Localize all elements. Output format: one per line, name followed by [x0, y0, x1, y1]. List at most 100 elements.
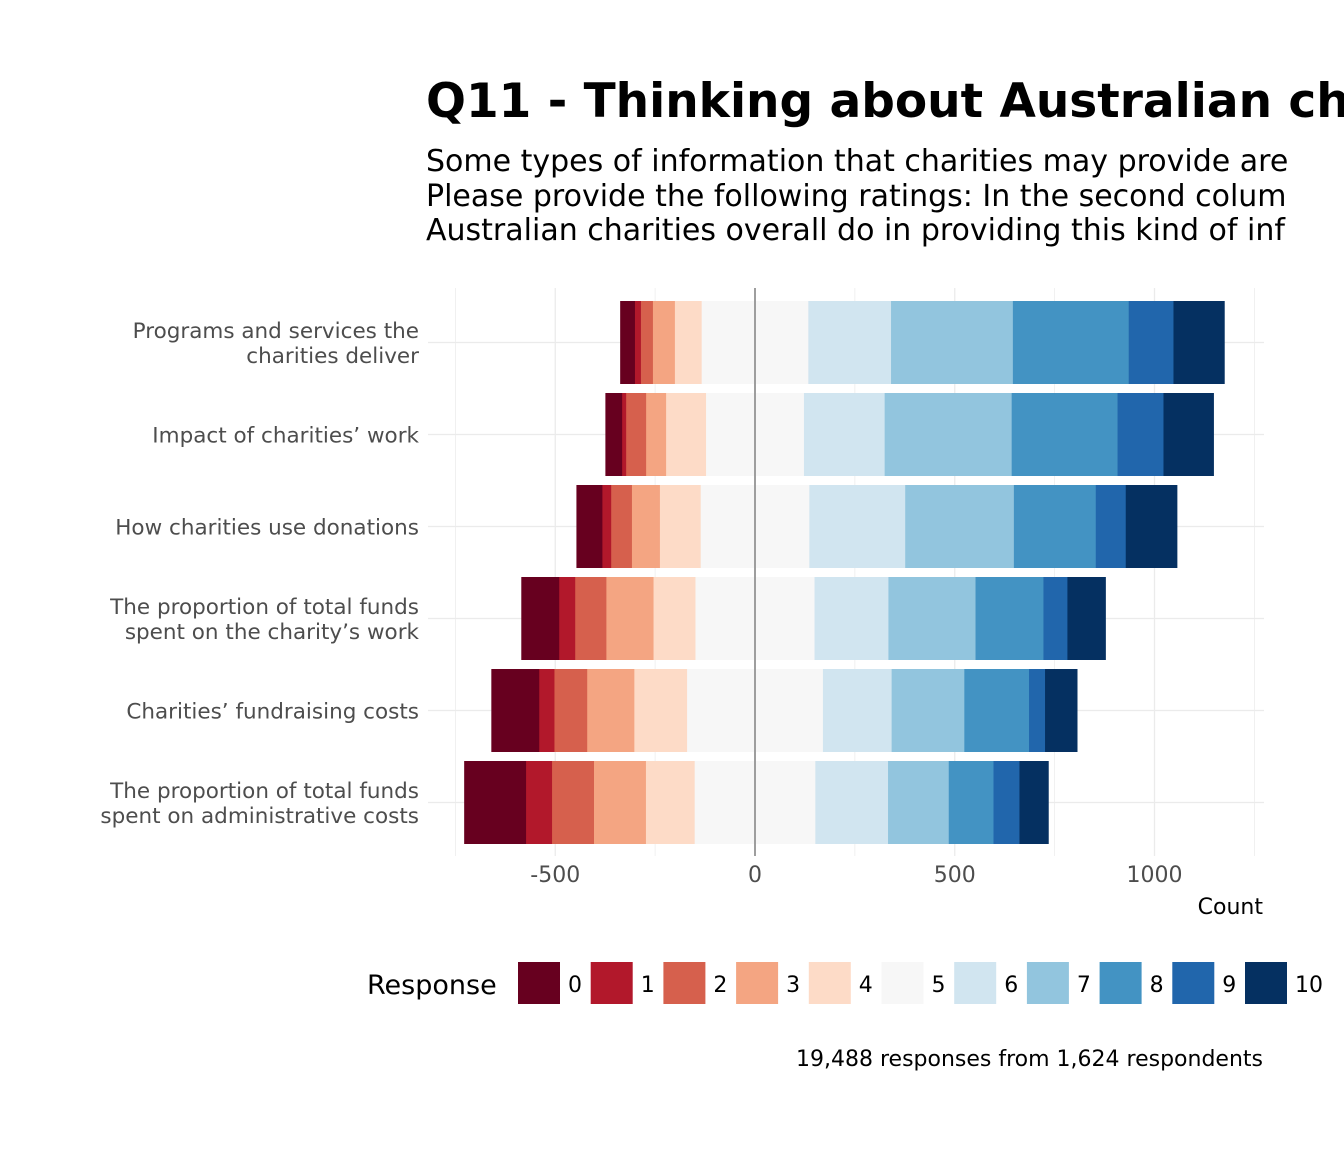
legend-label: 4	[859, 973, 873, 998]
bar-segment-4	[666, 393, 707, 476]
bar-segment-7	[884, 393, 1013, 476]
bar-segment-10	[1173, 301, 1225, 384]
y-axis-label: charities deliver	[246, 344, 419, 369]
bar-segment-0	[521, 577, 560, 660]
y-axis-label: The proportion of total funds	[109, 595, 419, 620]
bar-segment-10	[1045, 669, 1078, 752]
bar-segment-9	[993, 761, 1020, 844]
y-axis-label: Programs and services the	[133, 319, 419, 344]
bar-segment-2	[640, 301, 654, 384]
bar-segment-1	[634, 301, 642, 384]
legend-key-3	[736, 962, 779, 1004]
y-axis-label: Charities’ fundraising costs	[126, 700, 419, 725]
bar-segment-0	[464, 761, 527, 844]
legend-key-5	[881, 962, 924, 1004]
bar-segment-6	[822, 669, 893, 752]
legend-label: 9	[1222, 973, 1236, 998]
bar-segment-10	[1125, 485, 1178, 568]
chart-subtitle-line-1: Some types of information that charities…	[426, 144, 1288, 179]
bar-segment-3	[631, 485, 661, 568]
bar-segment-9	[1117, 393, 1164, 476]
bar-segment-9	[1128, 301, 1174, 384]
x-tick-label: 0	[748, 863, 762, 888]
legend-key-6	[954, 962, 997, 1004]
bar-segment-4	[645, 761, 696, 844]
bar-segment-1	[602, 485, 612, 568]
bar-segment-6	[809, 485, 906, 568]
chart-caption: 19,488 responses from 1,624 respondents	[796, 1047, 1263, 1072]
bar-segment-7	[905, 485, 1015, 568]
bar-segment-6	[814, 577, 889, 660]
bar-segment-9	[1095, 485, 1127, 568]
bar-segment-1	[526, 761, 553, 844]
bar-segment-7	[888, 761, 950, 844]
legend-key-0	[518, 962, 560, 1004]
legend: 0 1 2 3 4 5 6 7 8 9 10	[518, 962, 1323, 1004]
bar-segment-0	[605, 393, 623, 476]
bar-segment-1	[559, 577, 576, 660]
bar-segment-3	[652, 301, 676, 384]
bar-segment-9	[1043, 577, 1068, 660]
x-tick-label: -500	[530, 863, 580, 888]
bar-segment-4	[659, 485, 702, 568]
legend-label: 10	[1295, 973, 1323, 998]
legend-key-2	[663, 962, 706, 1004]
bar-segment-2	[626, 393, 647, 476]
bar-segment-8	[1012, 301, 1130, 384]
bar-segment-9	[1029, 669, 1046, 752]
legend-label: 1	[641, 973, 655, 998]
bar-segment-3	[594, 761, 647, 844]
bar-segment-6	[803, 393, 886, 476]
bar-segment-1	[539, 669, 555, 752]
bar-segment-6	[815, 761, 889, 844]
bar-segment-10	[1163, 393, 1214, 476]
legend-label: 8	[1150, 973, 1164, 998]
y-axis-label: Impact of charities’ work	[152, 424, 419, 449]
bar-segment-8	[975, 577, 1044, 660]
bar-segment-0	[620, 301, 636, 384]
bar-segment-8	[1011, 393, 1119, 476]
bar-segment-7	[891, 669, 965, 752]
y-axis-label: How charities use donations	[115, 516, 419, 541]
bar-segment-6	[808, 301, 892, 384]
bar-segment-4	[674, 301, 703, 384]
bar-segment-0	[576, 485, 603, 568]
y-axis-label: The proportion of total funds	[109, 779, 419, 804]
bar-segment-0	[491, 669, 540, 752]
legend-label: 2	[713, 973, 727, 998]
legend-label: 7	[1077, 973, 1091, 998]
bar-segment-10	[1067, 577, 1106, 660]
bar-segment-4	[653, 577, 696, 660]
bars	[464, 301, 1225, 844]
bar-segment-8	[964, 669, 1030, 752]
bar-segment-1	[622, 393, 627, 476]
bar-segment-2	[611, 485, 633, 568]
legend-title: Response	[367, 970, 497, 1001]
legend-label: 3	[786, 973, 800, 998]
chart-subtitle-line-3: Australian charities overall do in provi…	[426, 213, 1286, 248]
bar-segment-8	[948, 761, 995, 844]
legend-key-10	[1245, 962, 1287, 1004]
y-axis-label: spent on administrative costs	[100, 804, 419, 829]
x-axis-ticks: -500 0 500 1000	[530, 863, 1182, 888]
bar-segment-7	[891, 301, 1014, 384]
x-tick-label: 1000	[1127, 863, 1183, 888]
legend-key-9	[1172, 962, 1215, 1004]
bar-segment-3	[646, 393, 667, 476]
x-axis-label: Count	[1198, 895, 1264, 920]
chart-title: Q11 - Thinking about Australian ch	[426, 74, 1344, 129]
legend-key-7	[1026, 962, 1069, 1004]
bar-segment-2	[552, 761, 595, 844]
legend-key-8	[1099, 962, 1142, 1004]
legend-label: 5	[932, 973, 946, 998]
legend-key-1	[590, 962, 633, 1004]
legend-label: 6	[1004, 973, 1018, 998]
bar-segment-7	[888, 577, 977, 660]
bar-segment-10	[1019, 761, 1049, 844]
legend-key-4	[808, 962, 851, 1004]
legend-label: 0	[568, 973, 582, 998]
bar-segment-2	[554, 669, 588, 752]
bar-segment-2	[575, 577, 607, 660]
